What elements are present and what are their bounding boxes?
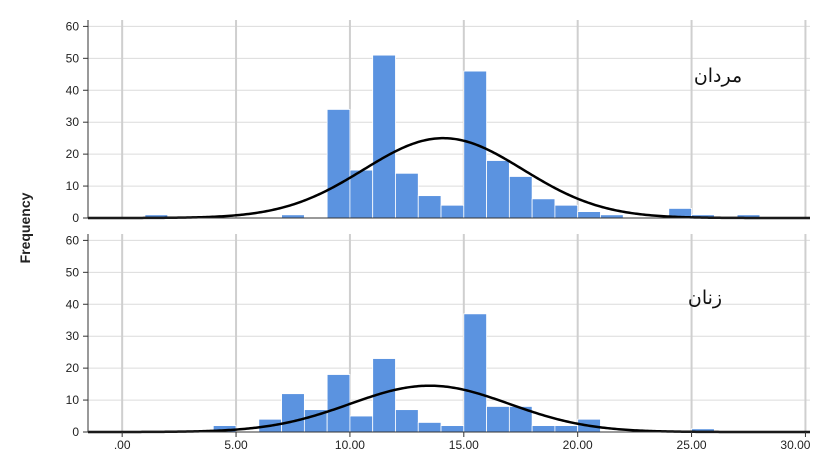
histogram-bar [440,425,465,433]
y-tick-label: 10 [66,393,80,407]
histogram-bar [326,374,351,433]
panel-women: 0 10 20 30 40 50 60 زنان [66,233,810,439]
histogram-bar [554,204,579,219]
histogram-bar [349,415,374,433]
normal-curve [88,136,810,220]
y-tick-label: 60 [66,19,80,33]
histogram-bar [463,313,487,433]
histogram-bar [531,425,556,433]
y-tick-label: 10 [66,179,80,193]
x-axis: .00 5.00 10.00 15.00 20.00 25.00 30.00 [114,432,811,450]
y-axis-label: Frequency [17,192,33,263]
plot-area [88,234,810,432]
x-tick-label: 10.00 [335,438,365,450]
histogram-bar [395,172,419,219]
histogram-bar [486,406,510,433]
x-tick-label: 5.00 [224,438,248,450]
x-tick-label: 20.00 [563,438,593,450]
y-tick-label: 60 [66,233,80,247]
histogram-bar [531,198,556,219]
histogram-bar [486,160,510,219]
y-tick-label: 0 [72,425,79,439]
histogram-bar [508,176,533,219]
histogram-bar [372,54,396,219]
histogram-bar [326,109,351,219]
panel-label: زنان [688,287,722,309]
histogram-bar [417,422,442,433]
y-tick-label: 20 [66,147,80,161]
y-tick-label: 30 [66,115,80,129]
y-tick-label: 50 [66,265,80,279]
y-tick-label: 0 [72,211,79,225]
histogram-bar [395,409,419,433]
histogram-bar [554,425,579,433]
x-tick-label: 15.00 [449,438,479,450]
x-tick-label: 25.00 [677,438,707,450]
y-tick-label: 20 [66,361,80,375]
y-tick-label: 40 [66,297,80,311]
y-tick-label: 50 [66,51,80,65]
y-tick-label: 40 [66,83,80,97]
plot-area [88,20,810,218]
x-tick-label: .00 [114,438,131,450]
panel-men: 0 10 20 30 40 50 60 مردان [66,19,810,225]
y-tick-label: 30 [66,329,80,343]
histogram-bar [440,204,465,219]
panel-label: مردان [694,65,742,87]
histogram-bar [417,195,442,219]
histogram-bar [577,211,601,219]
x-tick-label: 30.00 [780,438,810,450]
histogram-bar [281,393,305,433]
histogram-bar [349,169,374,219]
